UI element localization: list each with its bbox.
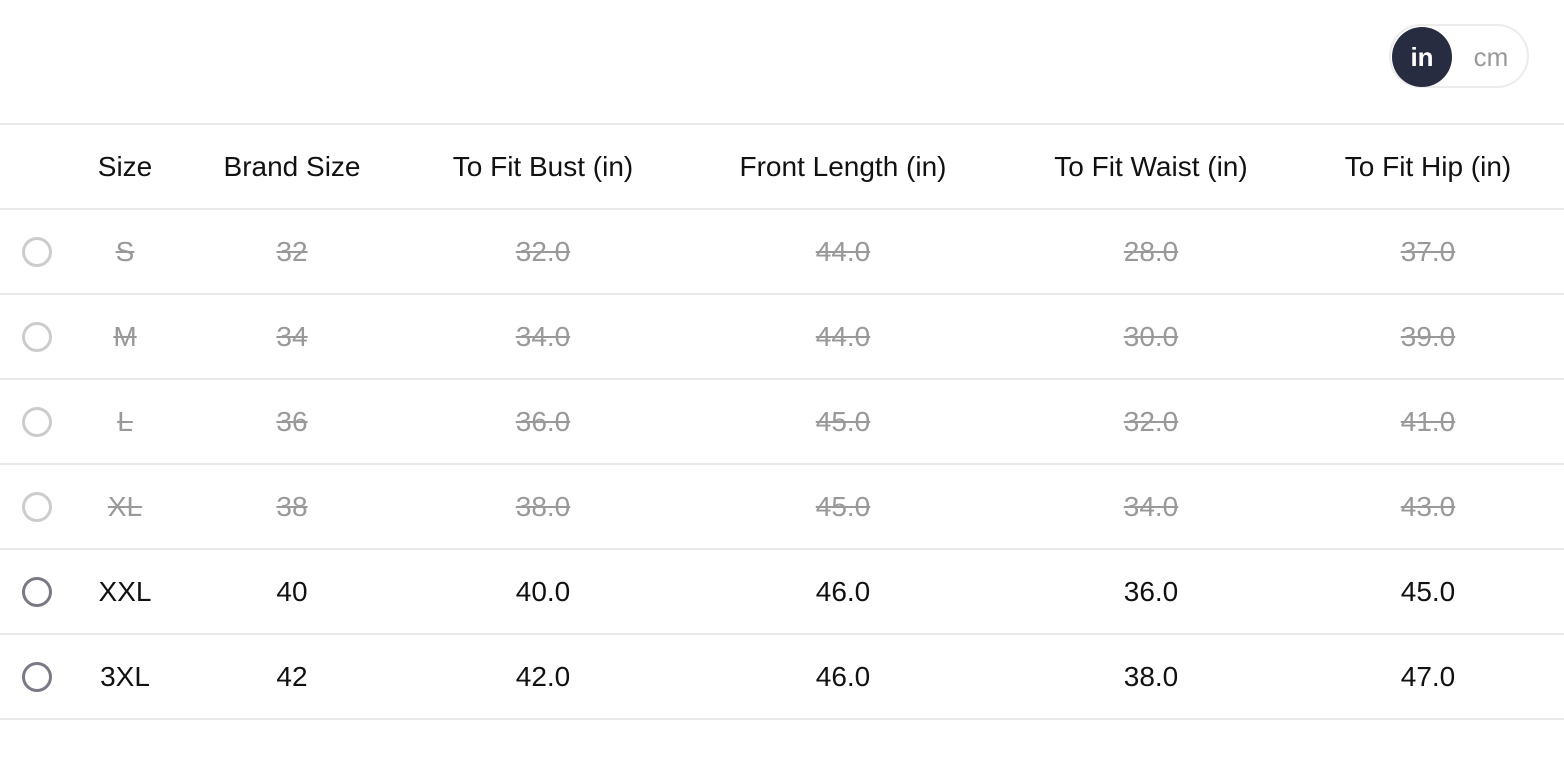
table-cell: 45.0 [676, 378, 1010, 465]
table-row: S 32 32.0 44.0 28.0 37.0 [0, 208, 1564, 295]
size-chart-table: Size Brand Size To Fit Bust (in) Front Leng… [0, 123, 1564, 720]
table-header-row: Size Brand Size To Fit Bust (in) Front Leng… [0, 123, 1564, 210]
radio-cell [0, 208, 76, 295]
table-cell: 45.0 [1292, 548, 1564, 635]
size-radio-button [22, 491, 52, 522]
table-cell: 30.0 [1010, 293, 1292, 380]
table-cell: 42 [174, 633, 410, 720]
table-cell: 32 [174, 208, 410, 295]
table-cell: 41.0 [1292, 378, 1564, 465]
table-cell: XXL [76, 548, 174, 635]
table-row[interactable]: XXL 40 40.0 46.0 36.0 45.0 [0, 548, 1564, 635]
table-cell: 28.0 [1010, 208, 1292, 295]
column-header: Brand Size [174, 123, 410, 210]
table-cell: 32.0 [410, 208, 676, 295]
table-cell: 3XL [76, 633, 174, 720]
table-cell: 34 [174, 293, 410, 380]
table-cell: 37.0 [1292, 208, 1564, 295]
column-header: Size [76, 123, 174, 210]
size-radio-button [22, 236, 52, 267]
select-column-header [0, 123, 76, 210]
table-cell: 39.0 [1292, 293, 1564, 380]
table-cell: 40.0 [410, 548, 676, 635]
table-row: M 34 34.0 44.0 30.0 39.0 [0, 293, 1564, 380]
unit-toggle[interactable]: in cm [1389, 24, 1529, 88]
table-cell: 44.0 [676, 208, 1010, 295]
table-cell: 36.0 [410, 378, 676, 465]
table-cell: 38.0 [410, 463, 676, 550]
table-cell: 34.0 [1010, 463, 1292, 550]
column-header: To Fit Bust (in) [410, 123, 676, 210]
table-cell: 45.0 [676, 463, 1010, 550]
unit-option-cm[interactable]: cm [1473, 41, 1509, 72]
table-cell: 47.0 [1292, 633, 1564, 720]
table-cell: XL [76, 463, 174, 550]
column-header: Front Length (in) [676, 123, 1010, 210]
table-row: L 36 36.0 45.0 32.0 41.0 [0, 378, 1564, 465]
table-cell: 40 [174, 548, 410, 635]
size-radio-button[interactable] [22, 661, 52, 692]
radio-cell [0, 293, 76, 380]
table-cell: M [76, 293, 174, 380]
radio-cell [0, 633, 76, 720]
table-cell: 38 [174, 463, 410, 550]
table-cell: 42.0 [410, 633, 676, 720]
table-cell: 38.0 [1010, 633, 1292, 720]
table-cell: 32.0 [1010, 378, 1292, 465]
table-cell: 44.0 [676, 293, 1010, 380]
table-row[interactable]: 3XL 42 42.0 46.0 38.0 47.0 [0, 633, 1564, 720]
table-cell: 43.0 [1292, 463, 1564, 550]
column-header: To Fit Waist (in) [1010, 123, 1292, 210]
column-header: To Fit Hip (in) [1292, 123, 1564, 210]
unit-option-in[interactable]: in [1392, 27, 1452, 87]
size-radio-button[interactable] [22, 576, 52, 607]
table-cell: 36.0 [1010, 548, 1292, 635]
radio-cell [0, 463, 76, 550]
table-cell: S [76, 208, 174, 295]
radio-cell [0, 548, 76, 635]
table-cell: L [76, 378, 174, 465]
table-cell: 46.0 [676, 548, 1010, 635]
table-cell: 36 [174, 378, 410, 465]
size-radio-button [22, 321, 52, 352]
table-cell: 46.0 [676, 633, 1010, 720]
table-cell: 34.0 [410, 293, 676, 380]
table-row: XL 38 38.0 45.0 34.0 43.0 [0, 463, 1564, 550]
radio-cell [0, 378, 76, 465]
size-radio-button [22, 406, 52, 437]
